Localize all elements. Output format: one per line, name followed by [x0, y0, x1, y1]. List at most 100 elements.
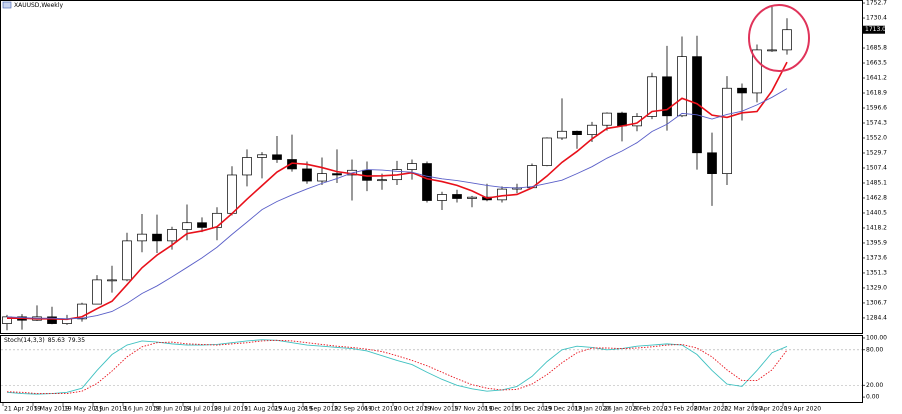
last-price-label: 1713.0 — [865, 26, 886, 33]
y-tick-label: 1618.9 — [866, 90, 887, 97]
candle-body — [422, 163, 432, 201]
last-price-box — [863, 25, 885, 34]
x-tick-label: 2 Jun 2019 — [94, 406, 126, 413]
x-tick-label: 20 Oct 2019 — [394, 406, 431, 413]
x-tick-label: 6 Oct 2019 — [364, 406, 397, 413]
y-tick-label: 1440.5 — [866, 209, 887, 216]
indicator-line — [6, 339, 788, 395]
y-tick-label: 1641.2 — [866, 75, 887, 82]
indicator-line — [7, 61, 788, 321]
y-tick-label: 1507.4 — [866, 164, 887, 171]
y-tick-label: 80.00 — [866, 346, 883, 353]
candle-body — [167, 229, 177, 242]
highlight-circle — [748, 4, 810, 72]
x-tick-label: 30 Jun 2019 — [154, 406, 190, 413]
candle-body — [272, 154, 282, 160]
y-tick-label: 1462.8 — [866, 194, 887, 201]
y-tick-label: 1552.0 — [866, 134, 887, 141]
candle-body — [572, 130, 582, 135]
plot-layer: 1752.7 1730.4 1685.8 1663.5 1641.2 1618.9 1596… — [1, 0, 887, 413]
stoch-panel-frame — [0, 335, 863, 403]
candle-body — [452, 194, 462, 199]
candle-body — [332, 173, 342, 176]
candle-body — [152, 233, 162, 242]
y-tick-label: 1329.0 — [866, 284, 887, 291]
candle-body — [767, 49, 777, 52]
x-tick-label: 19 Apr 2020 — [784, 406, 821, 413]
x-tick-label: 21 Apr 2019 — [4, 406, 41, 413]
candle-body — [107, 279, 117, 282]
x-tick-label: 17 Nov 2019 — [454, 406, 493, 413]
candle-body — [227, 174, 237, 214]
x-tick-label: 22 Mar 2020 — [724, 406, 762, 413]
candle-body — [662, 76, 672, 117]
symbol-icon — [2, 1, 12, 9]
x-tick-label: 22 Sep 2019 — [334, 406, 372, 413]
candle-body — [692, 56, 702, 154]
x-tick-label: 15 Dec 2019 — [514, 406, 553, 413]
y-tick-label: 1574.3 — [866, 119, 887, 126]
y-tick-label: 1284.4 — [866, 314, 887, 321]
indicator-line — [6, 339, 788, 394]
candle-body — [677, 56, 687, 117]
x-tick-label: 29 Dec 2019 — [544, 406, 583, 413]
x-tick-label: 12 Jan 2020 — [574, 406, 610, 413]
x-tick-label: 8 Sep 2019 — [304, 406, 338, 413]
y-tick-label: 1752.7 — [866, 0, 887, 7]
x-tick-label: 11 Aug 2019 — [244, 406, 283, 413]
x-tick-label: 9 Feb 2020 — [634, 406, 668, 413]
candle-body — [737, 87, 747, 94]
candle-body — [467, 196, 477, 199]
x-tick-label: 25 Aug 2019 — [274, 406, 313, 413]
candle-body — [92, 279, 102, 305]
y-tick-label: 1351.3 — [866, 269, 887, 276]
y-tick-label: 20.00 — [866, 382, 883, 389]
candle-body — [47, 316, 57, 324]
x-tick-label: 1 Dec 2019 — [484, 406, 519, 413]
y-tick-label: 1596.6 — [866, 104, 887, 111]
main-panel-frame — [0, 0, 863, 334]
x-tick-label: 5 May 2019 — [34, 406, 69, 413]
candle-body — [707, 152, 717, 174]
y-tick-label: 1730.4 — [866, 15, 887, 22]
stoch-title: Stoch(14,3,3) — [4, 337, 45, 344]
x-tick-label: 16 Jun 2019 — [124, 406, 160, 413]
y-tick-label: 1418.2 — [866, 224, 887, 231]
y-tick-label: 1373.6 — [866, 254, 887, 261]
indicator-line — [6, 88, 788, 320]
candle-body — [557, 130, 567, 139]
candle-body — [302, 168, 312, 182]
y-tick-label: 1529.7 — [866, 149, 887, 156]
y-tick-label: 1485.1 — [866, 179, 887, 186]
x-tick-label: 23 Feb 2020 — [664, 406, 702, 413]
candle-body — [122, 240, 132, 281]
candle-body — [722, 87, 732, 174]
candle-body — [77, 303, 87, 320]
candle-body — [437, 194, 447, 201]
candle-body — [617, 112, 627, 127]
candle-body — [497, 188, 507, 201]
x-tick-label: 19 May 2019 — [64, 406, 103, 413]
candle-body — [317, 173, 327, 182]
candle-body — [407, 163, 417, 170]
y-tick-label: 1685.8 — [866, 45, 887, 52]
x-tick-label: 8 Mar 2020 — [694, 406, 728, 413]
y-tick-label: 1306.7 — [866, 299, 887, 306]
candle-body — [632, 116, 642, 127]
x-tick-label: 5 Apr 2020 — [754, 406, 787, 413]
candle-body — [587, 124, 597, 135]
stoch-main-value: 85.63 — [48, 337, 65, 344]
y-tick-label: 100.00 — [866, 334, 887, 341]
x-tick-label: 14 Jul 2019 — [184, 406, 218, 413]
candle-body — [782, 29, 792, 51]
symbol-title: XAUUSD,Weekly — [14, 2, 63, 9]
candle-body — [212, 212, 222, 228]
candle-body — [752, 49, 762, 94]
candle-body — [377, 179, 387, 182]
x-tick-label: 3 Nov 2019 — [424, 406, 459, 413]
stoch-label: Stoch(14,3,3) 85.63 79.35 — [4, 337, 85, 344]
candle-body — [182, 222, 192, 230]
